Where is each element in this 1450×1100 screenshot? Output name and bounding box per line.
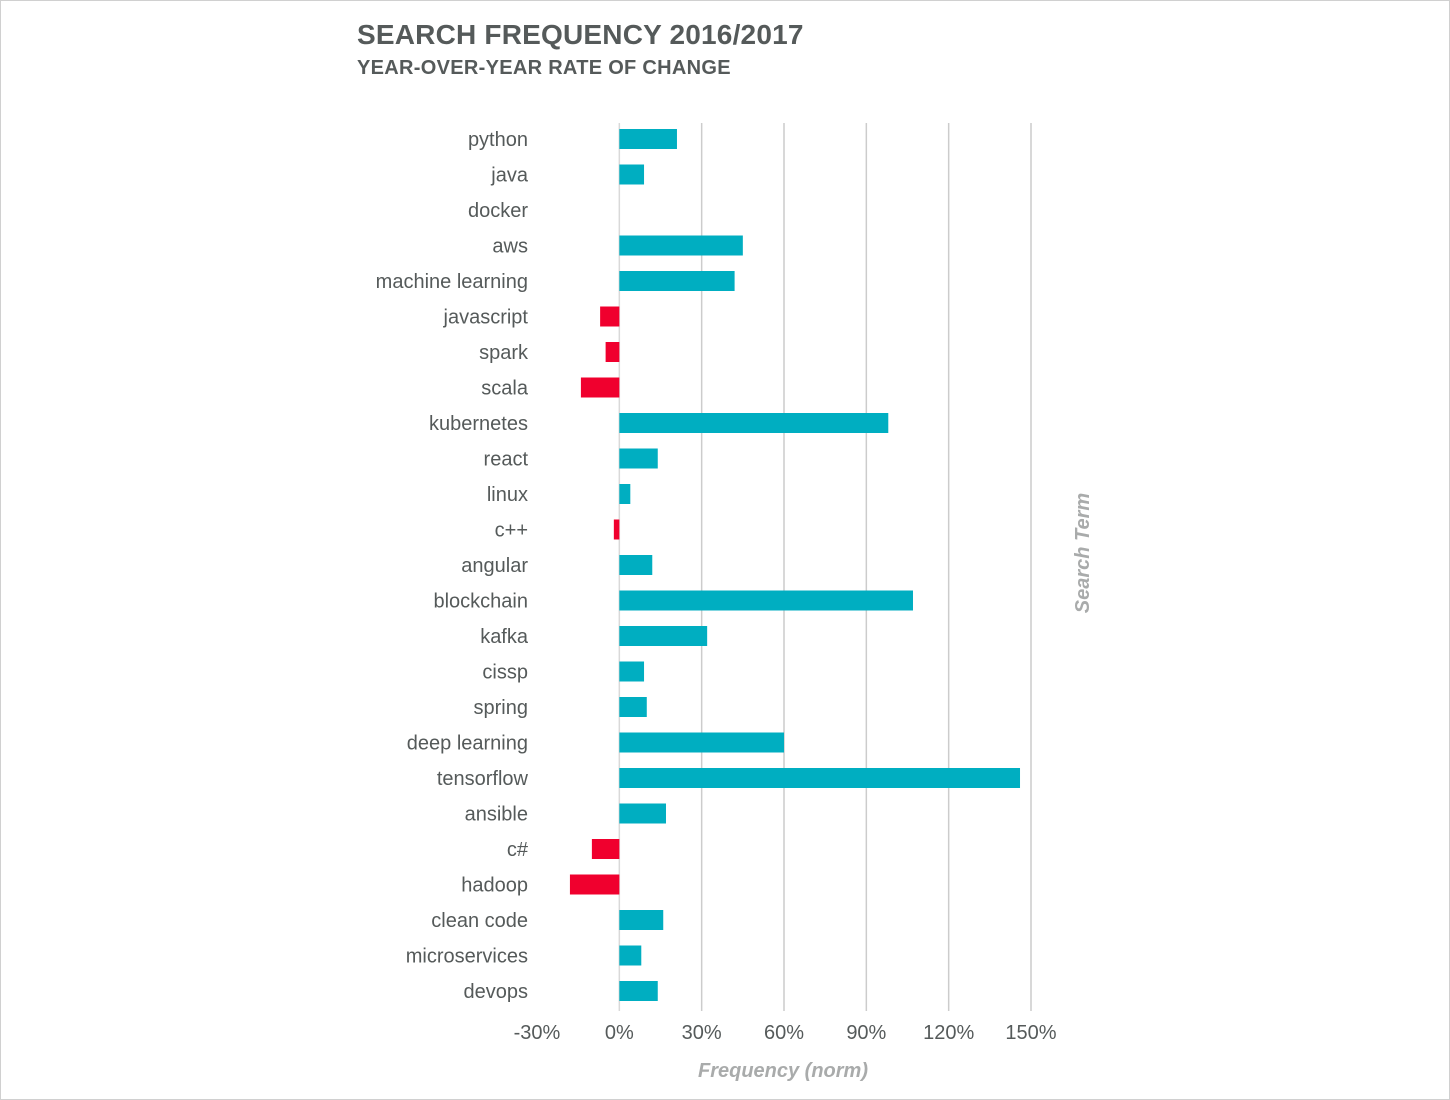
category-label: tensorflow xyxy=(437,768,529,790)
bar xyxy=(619,413,889,433)
category-label: spark xyxy=(479,342,529,364)
category-label: spring xyxy=(474,697,528,719)
bar xyxy=(619,555,653,575)
category-label: kubernetes xyxy=(429,413,528,435)
bar xyxy=(619,590,913,611)
x-tick-label: 90% xyxy=(846,1022,886,1044)
bar xyxy=(619,626,708,646)
bar xyxy=(569,874,620,895)
category-label: angular xyxy=(461,555,528,577)
x-tick-label: 150% xyxy=(1005,1022,1056,1044)
bar xyxy=(619,448,658,469)
x-tick-labels: -30% 0% 30% 60% 90% 120% 150% xyxy=(514,1022,1057,1044)
category-label: clean code xyxy=(431,910,528,932)
bar xyxy=(619,732,784,753)
category-label: ansible xyxy=(465,804,528,826)
bar xyxy=(580,377,620,398)
category-label: c# xyxy=(507,839,529,861)
category-label: linux xyxy=(487,484,528,506)
category-label: blockchain xyxy=(433,591,528,613)
bar xyxy=(619,661,645,682)
bar xyxy=(619,164,645,185)
category-label: c++ xyxy=(495,520,528,542)
category-label: machine learning xyxy=(376,271,528,293)
category-label: deep learning xyxy=(407,733,528,755)
x-tick-label: 60% xyxy=(764,1022,804,1044)
bar xyxy=(619,768,1021,788)
x-tick-label: 30% xyxy=(682,1022,722,1044)
bar xyxy=(619,803,666,824)
category-label: cissp xyxy=(482,662,528,684)
chart-title: SEARCH FREQUENCY 2016/2017 xyxy=(357,19,804,50)
bar xyxy=(619,910,664,930)
category-label: python xyxy=(468,129,528,151)
bar xyxy=(619,981,658,1001)
chart-subtitle: YEAR-OVER-YEAR RATE OF CHANGE xyxy=(357,57,731,79)
bar xyxy=(605,342,620,362)
y-axis-title: Search Term xyxy=(1072,493,1094,613)
x-tick-label: -30% xyxy=(514,1022,561,1044)
x-tick-label: 0% xyxy=(605,1022,634,1044)
category-label: react xyxy=(484,449,529,471)
bar xyxy=(619,129,677,149)
category-label: hadoop xyxy=(461,875,528,897)
gridlines xyxy=(618,123,1032,1011)
x-axis-title: Frequency (norm) xyxy=(698,1060,868,1082)
category-label: aws xyxy=(492,236,528,258)
bar xyxy=(600,306,620,327)
x-tick-label: 120% xyxy=(923,1022,974,1044)
category-labels: python java docker aws machine learning javas… xyxy=(376,129,529,1003)
bar xyxy=(619,484,631,504)
category-label: scala xyxy=(481,378,529,400)
category-label: javascript xyxy=(443,307,529,329)
category-label: kafka xyxy=(480,626,529,648)
bar xyxy=(619,235,743,256)
bar xyxy=(619,697,647,717)
bars xyxy=(569,129,1021,1001)
category-label: microservices xyxy=(406,946,528,968)
category-label: java xyxy=(490,165,529,187)
bar xyxy=(619,945,642,966)
category-label: devops xyxy=(464,981,529,1003)
bar xyxy=(619,271,735,291)
category-label: docker xyxy=(468,200,528,222)
bar xyxy=(613,519,620,540)
bar xyxy=(591,839,620,859)
